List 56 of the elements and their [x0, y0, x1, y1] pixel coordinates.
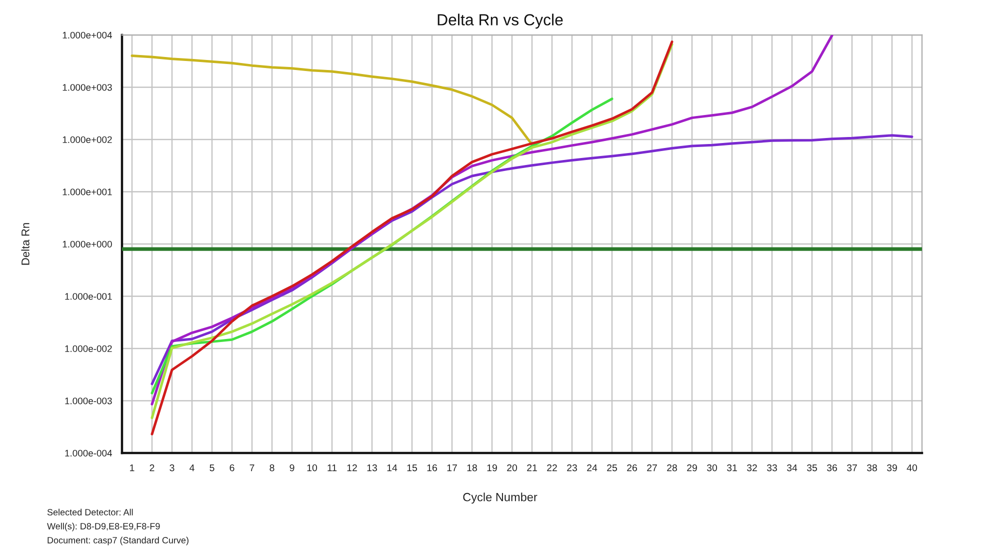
x-tick-label: 9 [290, 464, 294, 472]
x-tick-label: 27 [647, 464, 657, 472]
y-tick-label: 1.000e-003 [65, 398, 112, 404]
x-tick-label: 36 [826, 464, 837, 472]
y-tick-label: 1.000e-004 [65, 450, 112, 457]
x-tick-label: 18 [467, 464, 477, 472]
x-tick-label: 6 [230, 464, 234, 472]
x-tick-label: 4 [190, 464, 194, 472]
x-tick-label: 24 [587, 464, 598, 472]
x-tick-label: 15 [407, 464, 417, 472]
y-tick-label: 1.000e+004 [62, 32, 112, 39]
y-tick-label: 1.000e+003 [62, 84, 112, 91]
x-tick-label: 5 [210, 464, 214, 472]
x-tick-label: 10 [307, 464, 318, 472]
x-tick-label: 33 [766, 464, 777, 472]
x-tick-label: 25 [607, 464, 617, 472]
x-tick-label: 28 [667, 464, 677, 472]
x-tick-label: 3 [170, 464, 174, 472]
x-tick-label: 2 [150, 464, 154, 472]
x-tick-label: 1 [130, 464, 134, 472]
x-tick-label: 8 [270, 464, 274, 472]
chart-title: Delta Rn vs Cycle [438, 14, 563, 29]
x-tick-label: 29 [687, 464, 697, 472]
x-tick-label: 19 [487, 464, 497, 472]
y-axis-title: Delta Rn [21, 223, 30, 265]
text: Well(s): D8-D9,E8-E9,F8-F9 [47, 522, 160, 532]
x-tick-label: 31 [726, 464, 737, 472]
text: Document: casp7 (Standard Curve) [48, 536, 188, 546]
line-series [130, 54, 534, 146]
x-tick-label: 13 [367, 464, 377, 472]
y-tick-label: 1.000e+002 [62, 136, 112, 144]
x-tick-label: 12 [347, 464, 357, 472]
y-tick-label: 1.000e-001 [65, 293, 112, 300]
y-tick-label: 1.000e+001 [62, 188, 112, 196]
x-tick-label: 37 [846, 464, 857, 472]
x-tick-label: 30 [706, 464, 718, 472]
x-tick-label: 7 [250, 464, 254, 472]
y-tick-label: 1.000e-002 [65, 345, 112, 352]
x-axis-title: Cycle Number [463, 492, 538, 504]
x-tick-label: 32 [746, 464, 757, 472]
x-tick-label: 35 [806, 464, 817, 472]
x-tick-label: 16 [427, 464, 437, 472]
x-tick-label: 23 [567, 464, 577, 472]
text: Selected Detector: All [47, 508, 133, 516]
x-tick-label: 20 [507, 464, 518, 472]
x-tick-label: 38 [866, 464, 877, 472]
x-tick-label: 22 [547, 464, 557, 472]
y-tick-label: 1.000e+000 [62, 240, 112, 248]
x-tick-label: 21 [527, 464, 537, 472]
x-tick-label: 11 [328, 464, 337, 472]
x-tick-label: 40 [906, 464, 918, 472]
x-tick-label: 14 [387, 464, 398, 472]
x-tick-label: 34 [786, 464, 798, 472]
x-tick-label: 39 [886, 464, 897, 472]
x-tick-label: 26 [627, 464, 637, 472]
x-tick-label: 17 [447, 464, 457, 472]
